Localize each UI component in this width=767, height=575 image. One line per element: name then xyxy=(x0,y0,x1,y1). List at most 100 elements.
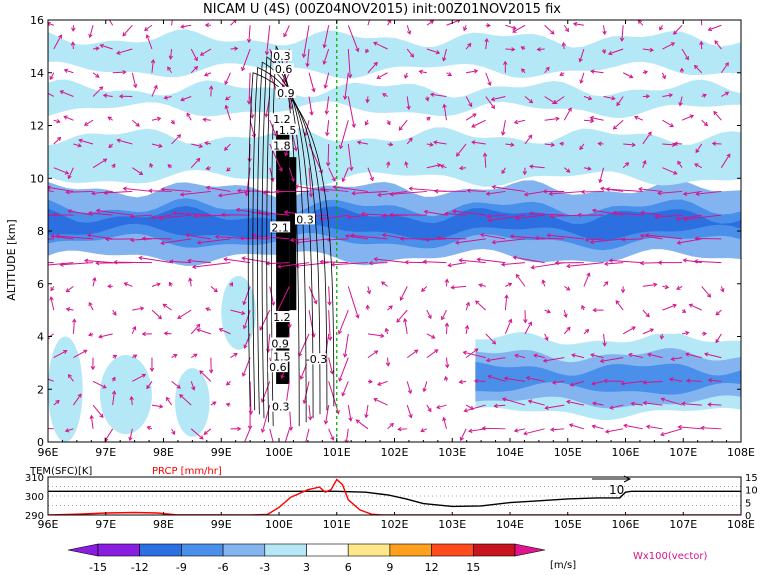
wind-vector-head xyxy=(548,191,553,196)
wind-vector xyxy=(116,48,133,54)
wind-vector xyxy=(681,48,689,60)
wind-vector xyxy=(88,212,113,216)
wind-vector-head xyxy=(645,313,650,318)
wind-vector-head xyxy=(693,259,698,264)
wind-vector-head xyxy=(158,215,163,221)
wind-vector xyxy=(304,120,310,136)
wind-vector xyxy=(92,277,96,287)
wind-vector xyxy=(465,302,470,311)
wind-vector xyxy=(387,357,389,366)
wind-vector xyxy=(642,160,646,168)
wind-vector-head xyxy=(95,260,100,266)
wind-vector-head xyxy=(302,399,307,405)
wind-vector-head xyxy=(153,84,158,90)
wind-vector xyxy=(425,238,447,241)
wind-vector-head xyxy=(241,256,246,261)
wind-vector-head xyxy=(623,423,628,428)
wind-vector-head xyxy=(487,374,492,379)
wind-vector-head xyxy=(605,187,610,192)
wind-vector xyxy=(623,424,643,430)
wind-vector-head xyxy=(389,142,394,147)
wind-vector xyxy=(471,141,486,145)
wind-vector xyxy=(448,262,467,267)
x-tick-label: 107E xyxy=(669,446,697,459)
wind-vector-head xyxy=(112,311,117,316)
wind-vector-head xyxy=(585,328,590,334)
wind-vector-head xyxy=(56,119,61,124)
wind-vector-head xyxy=(289,237,295,243)
wind-vector xyxy=(622,72,633,78)
wind-vector xyxy=(621,380,643,385)
colorbar-segment xyxy=(139,543,182,557)
wind-vector-head xyxy=(283,210,289,215)
wind-vector-head xyxy=(541,279,546,284)
wind-vector-head xyxy=(386,120,391,126)
wind-vector xyxy=(339,120,349,149)
wind-vector-head xyxy=(536,47,541,52)
wind-vector-head xyxy=(158,143,163,148)
wind-vector-head xyxy=(664,284,670,290)
wind-vector xyxy=(673,24,683,35)
wind-vector xyxy=(513,256,545,264)
wind-vector xyxy=(465,325,468,334)
wind-vector-head xyxy=(84,258,89,263)
wind-vector xyxy=(191,143,203,148)
wind-vector-head xyxy=(148,188,153,194)
wind-vector-head xyxy=(707,402,712,407)
colorbar-segment xyxy=(264,543,307,557)
wind-vector-head xyxy=(346,214,351,220)
wind-vector xyxy=(367,286,371,294)
wind-vector xyxy=(662,304,677,311)
wind-vector-head xyxy=(591,208,597,213)
wind-vector xyxy=(347,48,351,78)
wind-vector-head xyxy=(679,67,685,72)
wind-vector xyxy=(327,238,349,241)
wind-vector xyxy=(504,319,512,335)
wind-vector xyxy=(377,72,388,79)
wind-vector-head xyxy=(168,55,174,60)
wind-vector-head xyxy=(441,316,446,321)
wind-vector-head xyxy=(682,216,688,222)
wind-vector xyxy=(677,161,683,168)
wind-vector xyxy=(146,34,153,50)
wind-vector-head xyxy=(631,142,636,148)
wind-vector xyxy=(328,310,331,341)
wind-vector-head xyxy=(681,401,686,407)
y-tick-label: 6 xyxy=(37,278,44,291)
x-tick-label: 101E xyxy=(323,446,351,459)
wind-vector-head xyxy=(589,239,595,245)
wind-vector-head xyxy=(642,400,648,406)
wind-vector xyxy=(342,167,349,182)
wind-vector-head xyxy=(707,378,713,383)
wind-vector xyxy=(720,153,731,168)
wind-vector-head xyxy=(387,20,392,24)
wind-vector-head xyxy=(590,69,595,74)
wind-vector-head xyxy=(429,142,434,147)
wind-vector xyxy=(638,20,644,26)
wind-vector-head xyxy=(111,390,117,395)
wind-vector xyxy=(88,302,94,311)
wind-vector-head xyxy=(103,190,108,196)
wind-vector-head xyxy=(602,30,607,36)
wind-vector xyxy=(51,235,74,240)
wind-vector-head xyxy=(351,123,356,129)
wind-vector xyxy=(502,398,526,406)
wind-vector-head xyxy=(584,237,589,243)
wind-vector-head xyxy=(473,378,479,384)
wind-vector-head xyxy=(529,164,534,169)
wind-vector-head xyxy=(49,75,54,81)
wind-vector xyxy=(436,404,447,409)
wind-vector xyxy=(445,357,449,368)
wind-vector xyxy=(443,48,447,61)
wind-vector xyxy=(634,116,644,121)
wind-vector-head xyxy=(421,287,426,292)
x-tick-label: 108E xyxy=(727,446,755,459)
wind-vector-head xyxy=(553,100,558,105)
y-tick-label: 8 xyxy=(37,225,44,238)
wind-vector xyxy=(243,309,251,329)
wind-vector-head xyxy=(356,140,362,145)
wind-vector-head xyxy=(205,185,211,191)
wind-vector xyxy=(467,189,486,192)
wind-vector xyxy=(48,262,74,266)
